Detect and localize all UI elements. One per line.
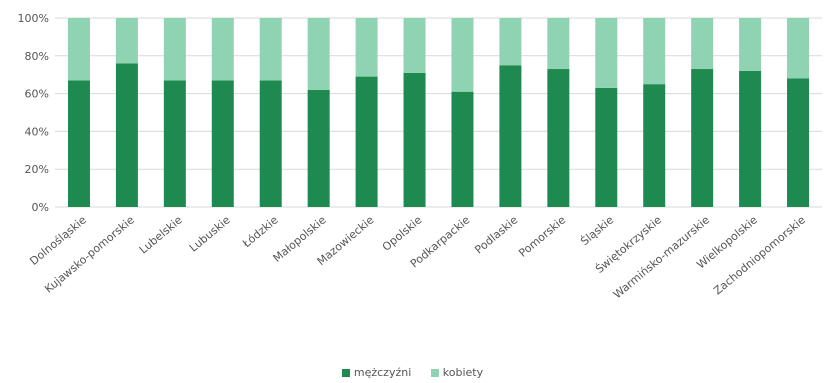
bar-segment-women <box>595 18 618 88</box>
bar-segment-women <box>163 18 186 81</box>
bar-segment-women <box>787 18 810 79</box>
y-tick-label: 0% <box>32 201 49 214</box>
legend-label-women: kobiety <box>442 366 484 379</box>
bar-segment-men <box>787 78 810 207</box>
legend-item-men: mężczyźni <box>341 366 412 379</box>
x-tick-label: Podlaskie <box>472 213 520 256</box>
bar-segment-men <box>691 69 714 207</box>
bar-segment-women <box>403 18 426 73</box>
x-tick-label: Śląskie <box>578 213 616 248</box>
y-tick-label: 100% <box>18 12 49 25</box>
bar-segment-men <box>115 63 138 207</box>
legend-swatch-men <box>341 368 350 377</box>
bar-segment-women <box>307 18 330 90</box>
bar-segment-men <box>307 89 330 207</box>
legend-swatch-women <box>430 368 439 377</box>
legend: mężczyźni kobiety <box>0 366 825 380</box>
x-tick-label: Warmińsko-mazurskie <box>611 213 712 301</box>
x-tick-label: Lubuskie <box>187 213 233 254</box>
bar-segment-men <box>355 76 378 207</box>
y-tick-label: 80% <box>25 50 49 63</box>
bar-segment-women <box>691 18 714 70</box>
y-tick-label: 20% <box>25 163 49 176</box>
bar-segment-men <box>499 65 522 207</box>
legend-label-men: mężczyźni <box>353 366 412 379</box>
bar-segment-men <box>547 69 570 207</box>
x-tick-label: Lubelskie <box>137 213 185 256</box>
bar-segment-men <box>211 80 234 207</box>
bar-segment-women <box>499 18 522 66</box>
bar-segment-women <box>67 18 90 81</box>
bar-segment-men <box>67 80 90 207</box>
y-tick-label: 40% <box>25 125 49 138</box>
bar-segment-men <box>451 91 474 207</box>
y-tick-label: 60% <box>25 88 49 101</box>
legend-item-women: kobiety <box>430 366 484 379</box>
bar-segment-women <box>643 18 666 85</box>
bar-segment-men <box>643 84 666 207</box>
x-tick-label: Pomorskie <box>516 213 568 260</box>
bar-segment-women <box>547 18 570 70</box>
x-tick-label: Zachodniopomorskie <box>711 213 808 297</box>
bar-segment-women <box>451 18 474 92</box>
bar-segment-women <box>211 18 234 81</box>
bar-segment-men <box>595 87 618 207</box>
x-tick-label: Kujawsko-pomorskie <box>42 213 137 296</box>
bar-segment-women <box>739 18 762 71</box>
x-tick-label: Opolskie <box>380 213 425 254</box>
bar-segment-men <box>403 72 426 207</box>
bar-segment-men <box>163 80 186 207</box>
bar-segment-women <box>355 18 378 77</box>
bar-segment-women <box>115 18 138 64</box>
bar-segment-men <box>739 70 762 207</box>
bar-segment-men <box>259 80 282 207</box>
x-tick-label: Łódzkie <box>239 213 280 251</box>
bar-segment-women <box>259 18 282 81</box>
